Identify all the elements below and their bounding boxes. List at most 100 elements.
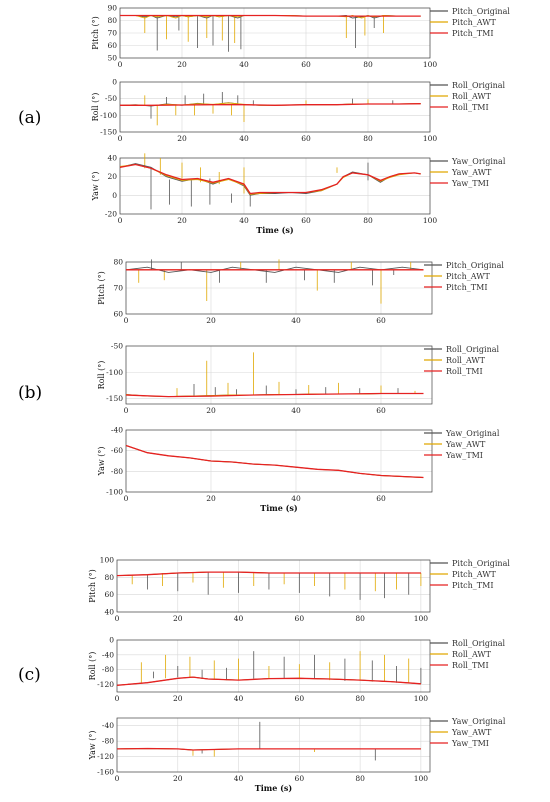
y-tick-label: -80: [102, 737, 114, 746]
x-tick-label: 60: [301, 60, 311, 69]
legend-entry: Roll_AWT: [452, 650, 492, 659]
y-tick-label: 60: [107, 41, 117, 50]
legend-entry: Pitch_AWT: [452, 570, 496, 579]
x-tick-label: 0: [118, 60, 123, 69]
y-axis-label: Roll (°): [88, 652, 97, 681]
x-tick-label: 0: [115, 694, 120, 703]
series-line: [119, 163, 421, 195]
plot-frame: [125, 429, 433, 493]
legend-entry: Roll_TMI: [446, 367, 483, 376]
y-tick-label: -60: [111, 446, 123, 455]
legend-entry: Yaw_TMI: [445, 451, 483, 460]
series-line: [119, 163, 421, 196]
x-tick-label: 20: [206, 406, 216, 415]
chart-panel: 0 20 40 60 60 70 80 Pitch (°) Pitch_Original Pitc…: [97, 258, 504, 326]
x-tick-label: 60: [295, 614, 305, 623]
x-tick-label: 60: [295, 774, 305, 783]
x-tick-label: 80: [363, 60, 373, 69]
x-tick-label: 40: [234, 694, 244, 703]
plot-frame: [125, 345, 433, 405]
x-tick-label: 20: [206, 494, 216, 503]
x-tick-label: 100: [414, 774, 429, 783]
y-tick-label: 50: [107, 54, 117, 63]
legend-entry: Pitch_Original: [452, 559, 510, 568]
legend-entry: Pitch_AWT: [452, 18, 496, 27]
x-tick-label: 100: [423, 134, 438, 143]
x-tick-label: 40: [291, 494, 301, 503]
series-line: [125, 266, 424, 273]
y-tick-label: 70: [107, 29, 117, 38]
x-tick-label: 0: [124, 316, 129, 325]
y-tick-label: -80: [111, 467, 123, 476]
series-line: [116, 676, 421, 686]
chart-panel: 0 20 40 60 -150 -100 -50 Roll (°) Roll_Original R…: [97, 342, 500, 416]
x-tick-label: 20: [177, 216, 187, 225]
x-tick-label: 40: [239, 60, 249, 69]
y-tick-label: -100: [106, 488, 123, 497]
x-tick-label: 0: [124, 406, 129, 415]
legend-entry: Roll_TMI: [452, 661, 489, 670]
y-tick-label: -120: [97, 680, 114, 689]
y-axis-label: Pitch (°): [91, 16, 100, 50]
legend-entry: Pitch_TMI: [446, 283, 487, 292]
legend-entry: Pitch_TMI: [452, 29, 493, 38]
y-tick-label: -40: [102, 650, 114, 659]
y-tick-label: -50: [105, 94, 117, 103]
series-line: [125, 445, 424, 478]
x-tick-label: 80: [355, 694, 365, 703]
plot-frame: [116, 717, 431, 773]
legend-entry: Roll_AWT: [446, 356, 486, 365]
y-tick-label: 80: [113, 258, 123, 267]
y-tick-label: 80: [107, 16, 117, 25]
plot-frame: [119, 157, 431, 215]
x-tick-label: 60: [376, 494, 386, 503]
legend-entry: Yaw_Original: [451, 717, 506, 726]
plot-frame: [119, 81, 431, 133]
x-tick-label: 80: [363, 216, 373, 225]
y-tick-label: 20: [107, 172, 117, 181]
y-tick-label: 0: [112, 191, 117, 200]
x-tick-label: 40: [239, 134, 249, 143]
x-tick-label: 40: [234, 614, 244, 623]
x-tick-label: 60: [376, 316, 386, 325]
chart-panel: 0 20 40 60 80 100 -120 -80 -40 0 Roll (°) Roll_Orig…: [88, 636, 506, 704]
x-axis-label: Time (s): [260, 503, 298, 513]
x-tick-label: 80: [355, 614, 365, 623]
panel-label: (b): [18, 383, 42, 403]
legend-entry: Roll_Original: [452, 639, 506, 648]
x-tick-label: 0: [118, 216, 123, 225]
y-tick-label: -20: [105, 210, 117, 219]
y-tick-label: -160: [97, 768, 114, 777]
y-tick-label: -150: [106, 394, 123, 403]
series-line: [120, 103, 421, 106]
legend-entry: Yaw_AWT: [445, 440, 486, 449]
legend-entry: Yaw_Original: [451, 157, 506, 166]
y-tick-label: 60: [104, 590, 114, 599]
legend-entry: Roll_Original: [446, 345, 500, 354]
y-tick-label: -40: [102, 721, 114, 730]
x-tick-label: 60: [301, 216, 311, 225]
y-axis-label: Yaw (°): [97, 446, 106, 476]
x-tick-label: 40: [291, 406, 301, 415]
legend-entry: Yaw_AWT: [451, 728, 492, 737]
chart-panel: 0 20 40 60 80 100 -160 -120 -80 -40 Yaw (°) Time (s…: [88, 717, 506, 793]
y-tick-label: -50: [111, 342, 123, 351]
x-tick-label: 80: [363, 134, 373, 143]
x-tick-label: 20: [177, 134, 187, 143]
legend-entry: Yaw_TMI: [451, 179, 489, 188]
x-tick-label: 100: [423, 60, 438, 69]
y-axis-label: Roll (°): [91, 93, 100, 122]
x-tick-label: 60: [301, 134, 311, 143]
plot-frame: [116, 559, 431, 613]
x-tick-label: 20: [173, 694, 183, 703]
legend-entry: Pitch_Original: [452, 7, 510, 16]
legend-entry: Roll_Original: [452, 81, 506, 90]
x-tick-label: 40: [234, 774, 244, 783]
plot-frame: [116, 639, 431, 693]
legend-entry: Yaw_TMI: [451, 739, 489, 748]
legend-entry: Pitch_TMI: [452, 581, 493, 590]
legend-entry: Pitch_Original: [446, 261, 504, 270]
